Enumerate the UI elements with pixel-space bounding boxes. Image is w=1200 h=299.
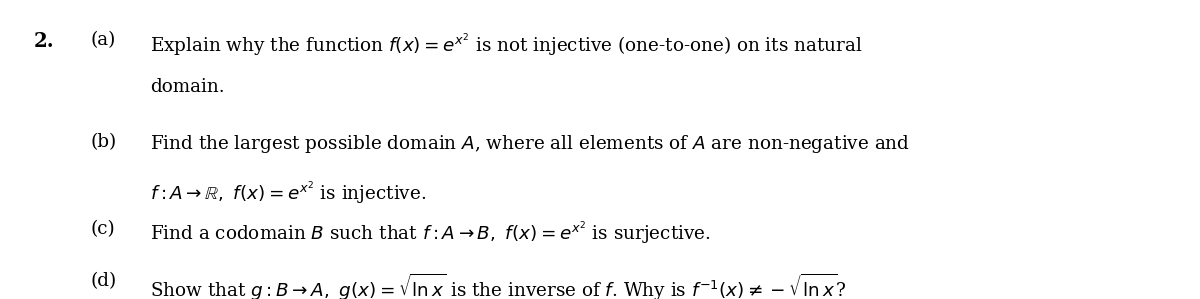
Text: 2.: 2. [34,31,54,51]
Text: Find the largest possible domain $A$, where all elements of $A$ are non-negative: Find the largest possible domain $A$, wh… [150,133,910,155]
Text: $f: A \rightarrow \mathbb{R},\ f(x) = e^{x^2}$ is injective.: $f: A \rightarrow \mathbb{R},\ f(x) = e^… [150,179,426,207]
Text: Explain why the function $f(x) = e^{x^2}$ is not injective (one-to-one) on its n: Explain why the function $f(x) = e^{x^2}… [150,31,863,59]
Text: (d): (d) [90,272,116,290]
Text: (a): (a) [90,31,115,49]
Text: (c): (c) [90,220,115,238]
Text: domain.: domain. [150,78,224,96]
Text: (b): (b) [90,133,116,151]
Text: Find a codomain $B$ such that $f: A \rightarrow B,\ f(x) = e^{x^2}$ is surjectiv: Find a codomain $B$ such that $f: A \rig… [150,220,710,247]
Text: Show that $g: B \rightarrow A,\ g(x) = \sqrt{\ln x}$ is the inverse of $f$. Why : Show that $g: B \rightarrow A,\ g(x) = \… [150,272,846,299]
